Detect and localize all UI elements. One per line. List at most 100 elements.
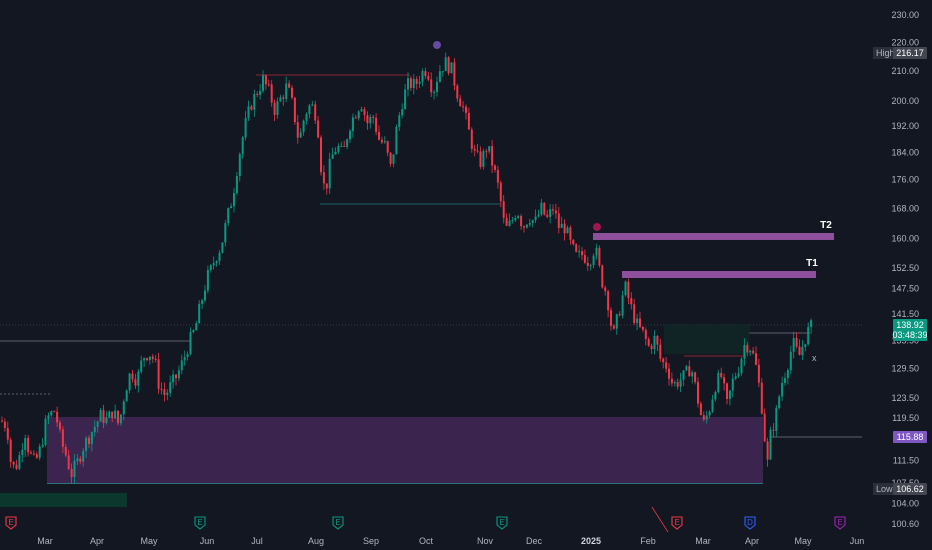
candle-body <box>540 202 543 215</box>
time-axis-area[interactable] <box>0 530 932 550</box>
target-t2-label: T2 <box>820 220 832 231</box>
candle-body <box>230 206 233 209</box>
candle-body <box>70 469 73 478</box>
candle-body <box>282 97 285 99</box>
y-tick-label: 152.50 <box>891 263 919 273</box>
target-t1-zone <box>622 271 816 278</box>
candle-body <box>308 105 311 115</box>
x-tick-label: Jun <box>200 536 215 546</box>
y-tick-label: 220.00 <box>891 37 919 47</box>
candle-body <box>470 129 473 149</box>
candle-body <box>380 139 383 143</box>
candle-body <box>233 193 235 207</box>
x-tick-label: Feb <box>640 536 656 546</box>
x-tick-label: Nov <box>477 536 494 546</box>
y-tag-bg <box>893 329 927 341</box>
candle-body <box>38 446 41 458</box>
candle-body <box>746 345 749 353</box>
candle-body <box>662 358 665 363</box>
candle-body <box>766 441 769 460</box>
candle-body <box>389 152 392 164</box>
candle-body <box>757 364 760 383</box>
candle-body <box>549 209 552 217</box>
candle-body <box>276 101 279 115</box>
candle-body <box>372 116 375 118</box>
candle-body <box>215 261 218 264</box>
candle-body <box>636 318 639 323</box>
candle-body <box>198 303 201 324</box>
candle-body <box>90 432 93 444</box>
candle-body <box>508 220 511 226</box>
candle-body <box>436 81 438 92</box>
earnings-event-icon[interactable]: E <box>5 516 17 530</box>
candle-body <box>186 354 189 358</box>
earnings-event-icon[interactable]: E <box>671 516 683 530</box>
event-shape <box>332 516 344 530</box>
candle-body <box>73 460 76 478</box>
candle-body <box>218 252 221 262</box>
candle-body <box>354 117 357 119</box>
candle-body <box>546 214 549 217</box>
candle-body <box>734 376 737 379</box>
candle-body <box>720 373 723 378</box>
event-shape <box>496 516 508 530</box>
candle-body <box>299 132 302 138</box>
candle-body <box>270 84 273 103</box>
y-tag-value: 106.62 <box>896 484 924 494</box>
y-tick-label: 147.50 <box>891 283 919 293</box>
event-letter: E <box>674 518 679 527</box>
y-tick-label: 141.50 <box>891 309 919 319</box>
candle-body <box>775 407 778 431</box>
candle-body <box>412 79 415 88</box>
x-tick-label: May <box>794 536 812 546</box>
candle-body <box>621 295 624 316</box>
candle-body <box>627 281 630 299</box>
candle-body <box>792 337 795 352</box>
candle-body <box>322 172 325 184</box>
bottom-left-green-zone <box>0 493 127 507</box>
earnings-event-icon[interactable]: E <box>834 516 846 530</box>
candle-body <box>27 437 30 453</box>
candle-body <box>569 227 572 240</box>
earnings-event-icon[interactable]: D <box>744 516 756 530</box>
candle-body <box>694 372 697 382</box>
x-tick-label: Jun <box>850 536 865 546</box>
candle-body <box>267 84 270 86</box>
candle-body <box>82 451 85 462</box>
y-tag-bg <box>893 47 927 59</box>
event-shape <box>834 516 846 530</box>
y-tag-value: 138.92 <box>896 320 924 330</box>
x-tick-label: Sep <box>363 536 379 546</box>
y-tick-label: 192.00 <box>891 121 919 131</box>
earnings-event-icon[interactable]: E <box>332 516 344 530</box>
candle-body <box>496 169 499 183</box>
candle-body <box>450 62 453 74</box>
candle-body <box>511 220 514 222</box>
candle-body <box>575 244 578 252</box>
candle-body <box>563 223 566 234</box>
candle-body <box>491 146 494 166</box>
candle-body <box>146 358 148 361</box>
candle-body <box>204 290 206 301</box>
candle-body <box>334 151 337 155</box>
candle-body <box>24 437 27 450</box>
candle-body <box>520 215 523 227</box>
candle-body <box>85 437 88 452</box>
earnings-event-icon[interactable]: E <box>194 516 206 530</box>
candle-body <box>151 356 154 359</box>
candle-body <box>531 220 534 223</box>
candle-body <box>615 314 618 329</box>
candle-body <box>192 330 195 333</box>
candle-body <box>128 373 131 391</box>
y-tick-label: 129.50 <box>891 364 919 374</box>
dark-green-box <box>664 324 750 354</box>
event-shape <box>744 516 756 530</box>
earnings-event-icon[interactable]: E <box>496 516 508 530</box>
candle-body <box>291 87 293 98</box>
candle-body <box>430 79 433 93</box>
candle-body <box>404 89 407 110</box>
candle-body <box>438 71 441 82</box>
candle-body <box>789 351 792 371</box>
